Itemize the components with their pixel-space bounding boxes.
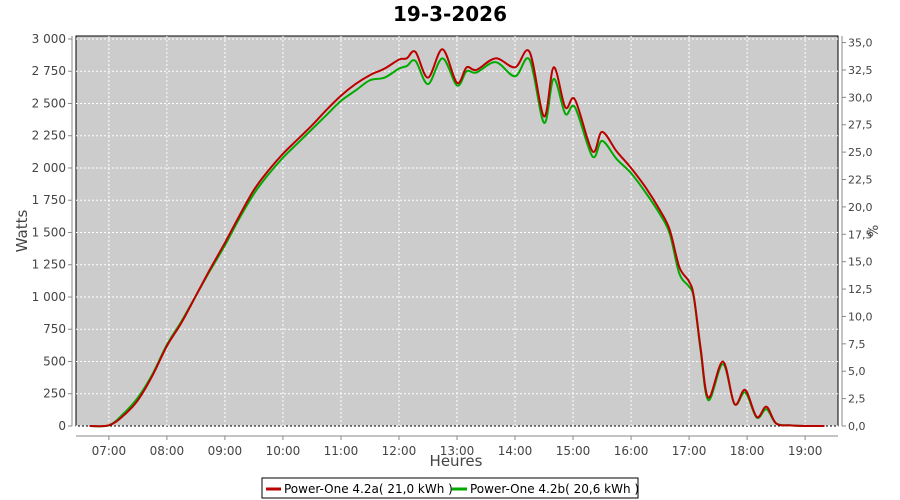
y2-tick-label: 30,0: [848, 91, 873, 104]
y2-tick-label: 12,5: [848, 283, 873, 296]
y-tick-label: 1 250: [32, 258, 66, 272]
x-tick-label: 07:00: [92, 444, 127, 458]
y2-tick-label: 17,5: [848, 228, 873, 241]
x-tick-label: 11:00: [324, 444, 359, 458]
y2-tick-label: 32,5: [848, 64, 873, 77]
y-tick-label: 1 000: [32, 290, 66, 304]
x-tick-label: 19:00: [788, 444, 823, 458]
x-tick-label: 16:00: [614, 444, 649, 458]
x-tick-label: 08:00: [150, 444, 185, 458]
y2-axis-label: %: [867, 225, 882, 237]
y-tick-label: 750: [43, 322, 66, 336]
y2-tick-label: 20,0: [848, 201, 873, 214]
y2-tick-label: 15,0: [848, 256, 873, 269]
grid: [76, 36, 838, 427]
y2-tick-label: 7,5: [848, 338, 866, 351]
y-tick-label: 2 500: [32, 96, 66, 110]
y-tick-label: 2 750: [32, 64, 66, 78]
y-tick-label: 250: [43, 387, 66, 401]
y-tick-label: 3 000: [32, 32, 66, 46]
legend: Power-One 4.2a( 21,0 kWh ) Power-One 4.2…: [261, 477, 639, 499]
y2-tick-label: 0,0: [848, 420, 866, 433]
y2-tick-label: 22,5: [848, 174, 873, 187]
y-tick-label: 500: [43, 354, 66, 368]
y-tick-label: 1 750: [32, 193, 66, 207]
x-axis-label: Heures: [430, 452, 483, 470]
chart-title: 19-3-2026: [393, 2, 507, 26]
y2-tick-label: 25,0: [848, 146, 873, 159]
y-axis-label: Watts: [13, 210, 31, 253]
y2-tick-label: 2,5: [848, 393, 866, 406]
legend-label-b: Power-One 4.2b( 20,6 kWh ): [470, 482, 639, 496]
y-tick-label: 2 250: [32, 129, 66, 143]
axes: 07:00 08:00 09:00 10:00 11:00 12:00 13:00 14:00…: [32, 32, 873, 458]
y-tick-label: 2 000: [32, 161, 66, 175]
plot-area: [75, 35, 839, 427]
x-tick-label: 15:00: [556, 444, 591, 458]
x-tick-label: 14:00: [498, 444, 533, 458]
x-tick-label: 09:00: [208, 444, 243, 458]
x-tick-label: 12:00: [382, 444, 417, 458]
series-line-a: [89, 48, 825, 428]
x-tick-label: 18:00: [730, 444, 765, 458]
x-tick-label: 13:00: [440, 444, 475, 458]
legend-box: [261, 477, 639, 499]
y2-tick-label: 35,0: [848, 37, 873, 50]
y2-tick-label: 27,5: [848, 119, 873, 132]
x-tick-label: 17:00: [672, 444, 707, 458]
y2-tick-label: 10,0: [848, 310, 873, 323]
y2-tick-label: 5,0: [848, 365, 866, 378]
y-tick-label: 0: [58, 419, 66, 433]
legend-label-a: Power-One 4.2a( 21,0 kWh ): [284, 482, 453, 496]
series-lines: [89, 48, 825, 428]
x-tick-label: 10:00: [266, 444, 301, 458]
y-tick-label: 1 500: [32, 225, 66, 239]
